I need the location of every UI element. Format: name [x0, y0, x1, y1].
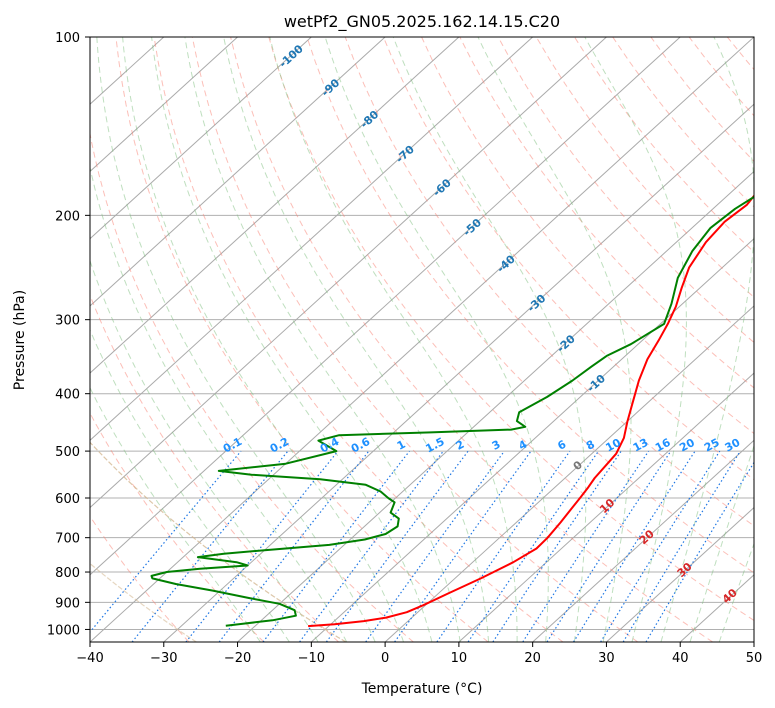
x-tick-label: −40 — [76, 651, 103, 666]
moist-adiabat-line — [392, 37, 587, 642]
moist-adiabat-line — [689, 444, 754, 642]
dry-adiabat-line — [90, 131, 414, 642]
mixing-ratio-label: 20 — [677, 436, 697, 455]
moist-adiabat-line — [477, 37, 632, 642]
isotherm-line — [163, 103, 754, 642]
moist-adiabat-line — [90, 165, 348, 642]
mixing-ratio-line — [299, 450, 444, 642]
frost-line — [90, 441, 347, 642]
dry-adiabat-line — [268, 37, 754, 622]
mixing-ratio-line — [622, 450, 741, 642]
moist-adiabat-line — [660, 37, 754, 642]
mixing-ratio-line — [185, 450, 339, 642]
y-tick-label: 300 — [55, 314, 80, 329]
isotherm-line — [90, 37, 386, 307]
dry-adiabat-line — [230, 37, 713, 642]
frost-line — [90, 562, 197, 642]
isotherm-line — [90, 37, 681, 576]
dry-adiabat-line — [382, 37, 754, 481]
dry-adiabat-line — [115, 37, 489, 642]
mixing-ratio-line — [467, 450, 599, 642]
moist-adiabat-line — [269, 37, 518, 642]
mixing-ratio-line — [131, 450, 289, 642]
mixing-ratio-line — [436, 450, 571, 642]
y-tick-label: 400 — [55, 388, 80, 403]
isotherm-line — [310, 237, 754, 642]
moist-adiabat-line — [324, 37, 549, 642]
mixing-ratio-label: 16 — [653, 436, 673, 455]
isotherm-line — [90, 37, 754, 642]
y-tick-label: 200 — [55, 209, 80, 224]
isotherm-line — [458, 372, 754, 642]
chart-title: wetPf2_GN05.2025.162.14.15.C20 — [284, 12, 560, 32]
x-tick-label: 30 — [598, 651, 615, 666]
mixing-ratio-label: 10 — [603, 436, 623, 455]
temperature-profile-line — [308, 194, 754, 628]
y-tick-label: 100 — [55, 31, 80, 46]
moist-adiabat-line — [151, 37, 433, 642]
y-tick-label: 800 — [55, 566, 80, 581]
plot-frame — [89, 36, 755, 643]
isotherm-line — [90, 37, 607, 509]
mixing-ratio-line — [572, 450, 696, 642]
isotherm-line — [90, 37, 534, 442]
y-tick-label: 700 — [55, 532, 80, 547]
moist-adiabat-line — [584, 37, 687, 642]
y-tick-label: 1000 — [47, 623, 80, 638]
y-tick-label: 500 — [55, 445, 80, 460]
x-tick-label: −20 — [224, 651, 251, 666]
y-tick-label: 900 — [55, 596, 80, 611]
isotherm-line — [384, 305, 754, 642]
background-lines — [90, 37, 754, 642]
dry-adiabat-line — [459, 37, 754, 389]
mixing-ratio-line — [394, 450, 532, 642]
y-tick-label: 600 — [55, 492, 80, 507]
x-tick-label: 0 — [381, 651, 389, 666]
x-tick-label: −30 — [150, 651, 177, 666]
mixing-ratio-label: 25 — [702, 436, 722, 455]
x-tick-label: 20 — [524, 651, 541, 666]
axes: −40 −30 −20 −10 0 10 20 30 40 50 100 200 300 400 500 60… — [47, 31, 762, 666]
mixing-ratio-line — [90, 450, 242, 633]
mixing-ratio-line — [546, 450, 672, 642]
dewpoint-profile-line — [150, 195, 754, 627]
profile-lines — [150, 194, 754, 628]
mixing-ratio-line — [492, 450, 622, 642]
dry-adiabat-line — [421, 37, 754, 435]
y-axis-label: Pressure (hPa) — [12, 290, 28, 390]
x-axis-label: Temperature (°C) — [361, 681, 483, 697]
mixing-ratio-label: 13 — [631, 436, 651, 455]
isotherm-line — [532, 439, 754, 642]
mixing-ratio-line — [522, 450, 650, 642]
isotherm-line — [90, 37, 238, 173]
dry-adiabat-line — [535, 37, 754, 298]
dry-adiabat-line — [344, 37, 754, 527]
mixing-ratio-line — [325, 450, 469, 642]
moist-adiabat-line — [122, 37, 405, 642]
dry-adiabat-line — [90, 515, 190, 642]
moist-adiabat-line — [90, 386, 261, 642]
isotherm-line — [90, 37, 460, 374]
dry-adiabat-line — [153, 37, 564, 642]
isotherm-line — [606, 506, 754, 642]
moist-adiabat-line — [184, 37, 461, 642]
moist-adiabat-line — [90, 259, 319, 642]
moist-adiabat-line — [96, 37, 376, 642]
dry-adiabat-line — [306, 37, 754, 574]
x-tick-label: 10 — [451, 651, 468, 666]
x-tick-label: 40 — [672, 651, 689, 666]
isotherm-line — [90, 37, 312, 240]
moist-adiabat-line — [718, 542, 754, 642]
x-tick-label: −10 — [298, 651, 325, 666]
dry-adiabat-line — [497, 37, 754, 344]
x-tick-label: 50 — [746, 651, 763, 666]
mixing-ratio-label: 30 — [723, 436, 743, 455]
moist-adiabat-line — [223, 37, 490, 642]
